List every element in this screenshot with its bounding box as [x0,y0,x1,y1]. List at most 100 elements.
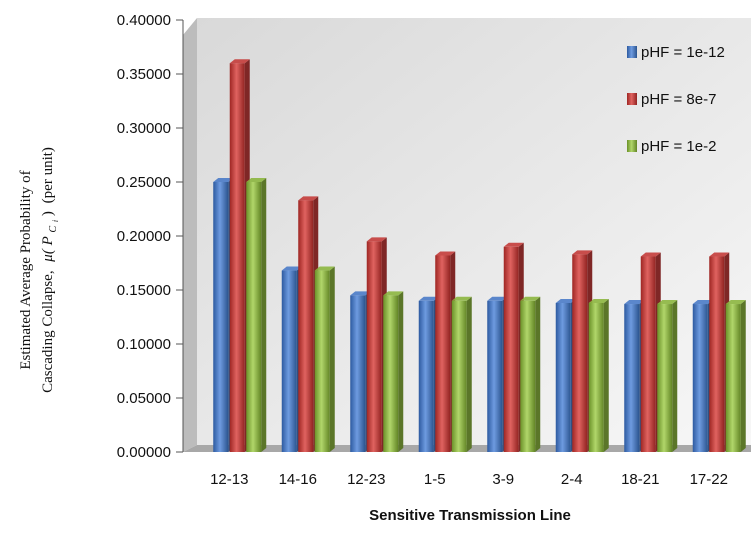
bar-top [246,178,267,182]
bar-front [314,270,330,452]
x-tick-label: 12-13 [210,471,248,488]
bar-top [451,296,472,301]
bar-front [725,304,741,452]
bar-front [692,304,708,452]
bar-side [329,266,335,452]
bar-top [709,252,730,257]
y-axis-label-line1: Estimated Average Probability of [18,170,34,369]
y-axis-label-unit: (per unit) [40,147,56,203]
bar-top [418,296,439,301]
y-axis-label-sub: C [48,225,59,232]
bar-front [246,182,262,452]
bar-top [229,59,250,64]
bar-side [398,291,404,452]
y-axis: 0.00000 0.05000 0.10000 0.15000 0.20000 0.250… [117,12,184,461]
bar-top [314,266,335,271]
bar-top [520,296,541,301]
bar-top [588,298,609,303]
bar-top [383,291,404,296]
bar-front [350,295,366,452]
bar-front [366,241,382,452]
x-axis-label: Sensitive Transmission Line [369,507,571,524]
x-tick-label: 17-22 [690,471,728,488]
y-tick-label: 0.35000 [117,66,171,83]
plot-back-wall [197,18,751,445]
y-axis-label-mu: μ( [40,248,56,263]
bar-front [640,256,656,452]
bar-front [503,246,519,452]
bar-top [725,300,746,305]
y-tick-label: 0.40000 [117,12,171,29]
bar-front [435,255,451,452]
y-axis-label-p: P [40,236,56,246]
bar-top [350,291,371,296]
y-tick-label: 0.05000 [117,390,171,407]
y-tick-label: 0.20000 [117,228,171,245]
plot-side-wall [183,18,197,452]
y-tick-label: 0.10000 [117,336,171,353]
bar-side [672,300,678,452]
bar-top [657,300,678,305]
bar-front [588,302,604,452]
bar [314,266,335,452]
bar [520,296,541,452]
bar-side [740,300,746,452]
bar [588,298,609,452]
y-tick-label: 0.30000 [117,120,171,137]
bar-front [298,200,314,452]
bar-top [281,266,302,271]
y-tick-label: 0.15000 [117,282,171,299]
bar-front [383,295,399,452]
legend-swatch [627,93,637,105]
bar [451,296,472,452]
bar-side [466,296,472,452]
bar-front [213,182,229,452]
y-axis-label-close: ) [40,211,56,216]
legend: pHF = 1e-12 pHF = 8e-7 pHF = 1e-2 [627,44,725,155]
bar-top [503,242,524,247]
legend-swatch [627,46,637,58]
x-tick-label: 3-9 [492,471,514,488]
bar-top [692,300,713,305]
bar-front [520,300,536,452]
bar-top [213,178,234,182]
y-tick-label: 0.25000 [117,174,171,191]
bar-front [451,300,467,452]
bar [725,300,746,452]
x-tick-label: 18-21 [621,471,659,488]
bar-top [640,252,661,257]
bar-top [624,300,645,305]
y-axis-label-prefix: Cascading Collapse, [40,270,56,392]
bar-side [261,178,267,452]
bar-front [418,300,434,452]
bar-front [281,270,297,452]
legend-label: pHF = 8e-7 [641,91,716,108]
bar-front [709,256,725,452]
y-axis-label: Estimated Average Probability of Cascadi… [18,147,60,393]
bar-top [487,296,508,301]
y-axis-label-subsub: i [51,220,60,222]
legend-item: pHF = 1e-12 [627,44,725,61]
legend-item: pHF = 8e-7 [627,91,716,108]
x-tick-label: 14-16 [279,471,317,488]
bar-side [535,296,541,452]
bar-front [572,254,588,452]
bar [657,300,678,452]
x-axis-tick-labels: 12-13 14-16 12-23 1-5 3-9 2-4 18-21 17-22 [210,471,728,488]
bars [213,59,746,452]
bar-top [435,251,456,256]
y-tick-label: 0.00000 [117,444,171,461]
bar-front [657,304,673,452]
legend-label: pHF = 1e-2 [641,138,716,155]
bar-front [229,63,245,452]
bar-front [487,300,503,452]
legend-swatch [627,140,637,152]
legend-item: pHF = 1e-2 [627,138,716,155]
bar [229,59,250,452]
bar-top [366,237,387,242]
bar-side [603,298,609,452]
legend-label: pHF = 1e-12 [641,44,725,61]
bar-front [555,302,571,452]
bar-top [555,298,576,303]
